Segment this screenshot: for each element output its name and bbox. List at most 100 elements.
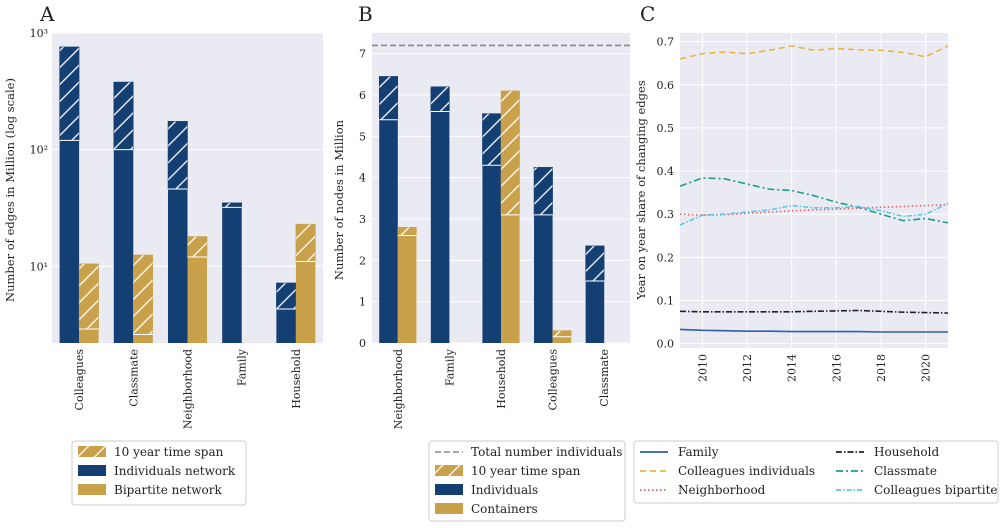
panel-c-ylabel: Year on year share of changing edges — [634, 80, 648, 301]
panel-letter-a: A — [39, 2, 55, 26]
bar-span-individuals-network-family — [221, 202, 242, 208]
legend-label-neighborhood: Neighborhood — [678, 483, 766, 497]
legend-label-colleagues-bipartite: Colleagues bipartite — [874, 483, 998, 497]
bar-individuals-network-family — [222, 207, 242, 343]
legend-frame — [428, 440, 626, 522]
legend-label-containers: Containers — [471, 502, 538, 516]
x-tick-label-classmate: Classmate — [598, 349, 611, 407]
legend-label-bipartite-network: Bipartite network — [114, 483, 223, 497]
bar-individuals-colleagues — [534, 214, 553, 343]
y-tick-label: 0.4 — [657, 165, 675, 178]
bar-individuals-household — [482, 165, 501, 343]
bar-span-bipartite-network-colleagues — [78, 263, 99, 330]
bar-containers-colleagues — [552, 336, 572, 343]
y-tick-label: 5 — [359, 130, 366, 143]
bar-individuals-network-classmate — [113, 149, 134, 343]
bar-bipartite-network-neighborhood — [187, 257, 208, 343]
y-tick-label: 0 — [359, 337, 366, 350]
x-tick-label-colleagues: Colleagues — [547, 349, 560, 411]
y-tick-label: 0.1 — [657, 295, 675, 308]
legend-frame — [71, 440, 247, 506]
legend-swatch-bipartite-network — [78, 484, 106, 495]
y-tick-label: 0.2 — [657, 251, 675, 264]
x-tick-label-family: Family — [236, 348, 249, 386]
bar-span-individuals-network-colleagues — [59, 46, 80, 141]
y-tick-label: 10¹ — [30, 260, 48, 273]
panel-b-ylabel: Number of nodes in Million — [332, 119, 346, 280]
x-tick-label-colleagues: Colleagues — [73, 349, 86, 411]
x-tick-label-2012: 2012 — [741, 354, 754, 382]
bar-span-individuals-network-neighborhood — [167, 121, 188, 190]
x-tick-label-2014: 2014 — [786, 354, 799, 382]
series-line-colleagues-individuals — [679, 45, 949, 60]
bar-span-containers-colleagues — [552, 330, 572, 338]
bar-span-containers-neighborhood — [397, 227, 417, 236]
x-tick-label-2010: 2010 — [696, 354, 709, 382]
panel-letter-b: B — [358, 2, 373, 26]
y-tick-label: 0.7 — [657, 36, 675, 49]
panel-letter-c: C — [640, 2, 655, 26]
bar-containers-neighborhood — [397, 235, 417, 343]
bar-bipartite-network-household — [295, 261, 316, 343]
bar-bipartite-network-classmate — [133, 334, 153, 343]
series-line-household — [679, 309, 949, 314]
series-line-classmate — [679, 177, 949, 224]
bar-span-containers-household — [500, 90, 520, 216]
legend-a: 10 year time span Individuals network Bipa… — [71, 440, 247, 506]
legend-label-household: Household — [874, 445, 939, 459]
legend-label-10-year-time-span: 10 year time span — [114, 445, 224, 459]
legend-swatch-10-year-time-span — [78, 446, 106, 457]
y-tick-label: 1 — [359, 296, 366, 309]
x-tick-label-household: Household — [495, 349, 508, 409]
y-tick-label: 10² — [30, 144, 48, 157]
legend-label-individuals-network: Individuals network — [114, 464, 236, 478]
bar-containers-household — [501, 214, 520, 343]
bar-span-individuals-neighborhood — [378, 76, 399, 121]
x-tick-label-2020: 2020 — [920, 354, 933, 382]
legend-swatch-individuals — [435, 484, 463, 495]
legend-label-10-year-time-span: 10 year time span — [471, 464, 581, 478]
y-tick-label: 0.6 — [657, 79, 675, 92]
x-tick-label-family: Family — [443, 348, 456, 386]
bar-span-individuals-network-household — [276, 282, 297, 310]
bar-individuals-family — [430, 111, 450, 344]
y-tick-label: 10³ — [30, 27, 48, 40]
bar-individuals-network-household — [276, 309, 296, 343]
y-tick-label: 0.5 — [657, 122, 675, 135]
bar-individuals-network-neighborhood — [167, 188, 188, 343]
y-tick-label: 3 — [359, 213, 366, 226]
bar-bipartite-network-colleagues — [79, 329, 99, 343]
plot-background — [680, 33, 948, 348]
bar-individuals-neighborhood — [379, 119, 398, 343]
bar-individuals-network-colleagues — [59, 140, 80, 343]
bar-span-individuals-network-classmate — [113, 81, 134, 150]
bar-span-individuals-household — [482, 113, 502, 166]
legend-label-total-number-individuals: Total number individuals — [471, 445, 622, 459]
legend-swatch-10-year-time-span — [435, 465, 463, 476]
legend-swatch-individuals-network — [78, 465, 106, 476]
y-tick-label: 4 — [359, 172, 366, 185]
x-tick-label-classmate: Classmate — [127, 349, 140, 407]
x-tick-label-neighborhood: Neighborhood — [392, 349, 405, 429]
legend-label-colleagues-individuals: Colleagues individuals — [678, 464, 815, 478]
legend-frame — [633, 440, 999, 504]
legend-label-family: Family — [678, 445, 719, 459]
panel-b-bar-chart: 0 1 2 3 4 5 6 7 Neighborhood Family Household Colle… — [359, 33, 630, 429]
x-tick-label-2016: 2016 — [830, 354, 843, 382]
legend-swatch-containers — [435, 503, 463, 514]
bar-span-bipartite-network-household — [295, 223, 316, 262]
legend-c: Family Household Colleagues individuals Cla… — [633, 440, 999, 504]
legend-label-individuals: Individuals — [471, 483, 538, 497]
bar-span-individuals-colleagues — [533, 167, 553, 216]
bar-individuals-classmate — [585, 281, 605, 343]
bar-span-individuals-family — [430, 86, 450, 112]
y-tick-label: 0.0 — [657, 338, 675, 351]
series-line-family — [679, 328, 948, 333]
x-tick-label-household: Household — [290, 349, 303, 409]
legend-b: Total number individuals 10 year time spa… — [428, 440, 626, 522]
y-tick-label: 7 — [359, 48, 366, 61]
x-tick-label-neighborhood: Neighborhood — [182, 349, 195, 429]
series-line-colleagues-bipartite — [679, 202, 949, 226]
panel-a-ylabel: Number of edges in Million (log scale) — [3, 78, 17, 302]
